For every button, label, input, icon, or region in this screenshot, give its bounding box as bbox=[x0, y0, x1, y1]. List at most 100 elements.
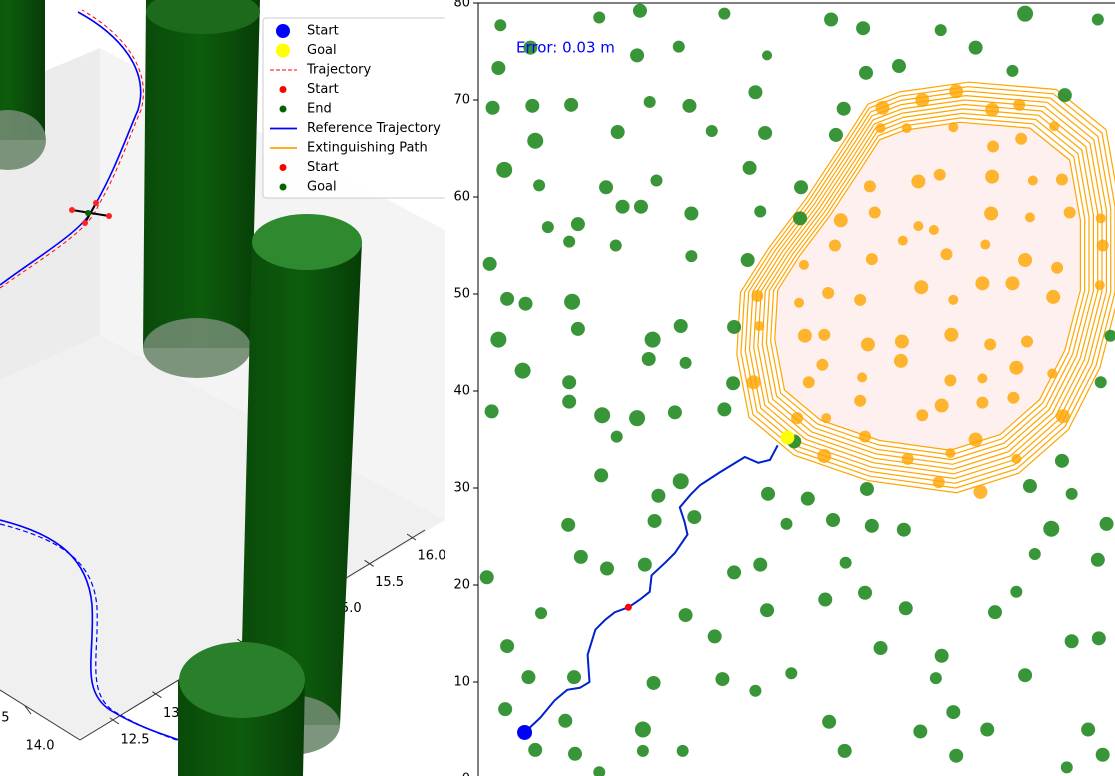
burning-tree bbox=[897, 235, 908, 246]
tree bbox=[873, 641, 888, 656]
tree bbox=[761, 486, 776, 501]
burning-tree bbox=[944, 374, 957, 387]
tree bbox=[748, 85, 763, 100]
cylinder-top bbox=[252, 214, 362, 270]
legend-marker bbox=[276, 43, 290, 58]
tree bbox=[858, 585, 873, 600]
tree bbox=[968, 40, 983, 55]
burning-tree bbox=[968, 432, 983, 447]
burning-tree bbox=[791, 412, 804, 425]
tree bbox=[528, 742, 543, 757]
legend-label: End bbox=[307, 102, 332, 117]
burning-tree bbox=[1051, 261, 1064, 274]
burning-tree bbox=[944, 327, 959, 342]
burning-tree bbox=[868, 206, 881, 219]
tree bbox=[525, 98, 540, 113]
tick-mark bbox=[406, 533, 417, 541]
tree bbox=[561, 517, 576, 532]
burning-tree bbox=[975, 276, 990, 291]
tree bbox=[527, 132, 544, 149]
burning-tree bbox=[857, 372, 868, 383]
burning-tree bbox=[976, 396, 989, 409]
tree bbox=[567, 670, 582, 685]
tick-mark bbox=[152, 691, 162, 699]
tree bbox=[718, 7, 731, 20]
tree bbox=[672, 473, 689, 490]
burning-tree bbox=[865, 253, 878, 266]
burning-tree bbox=[1046, 289, 1061, 304]
rotor bbox=[82, 220, 88, 226]
tree bbox=[1064, 634, 1079, 649]
burning-tree bbox=[751, 289, 764, 302]
legend-label: Start bbox=[307, 160, 339, 175]
tree bbox=[1006, 64, 1019, 77]
y-tick-label: 0 bbox=[462, 772, 470, 776]
fire-ring bbox=[757, 103, 1099, 470]
tree bbox=[707, 629, 722, 644]
tree bbox=[1018, 668, 1033, 683]
burning-tree bbox=[875, 100, 890, 115]
burning-tree bbox=[854, 293, 867, 306]
tree bbox=[1028, 547, 1041, 560]
tree bbox=[485, 100, 500, 115]
burning-tree bbox=[984, 206, 999, 221]
tree bbox=[643, 95, 656, 108]
tree bbox=[1060, 761, 1073, 774]
legend-marker bbox=[276, 24, 290, 38]
tree bbox=[500, 639, 515, 654]
tree bbox=[632, 3, 647, 18]
burning-tree bbox=[1096, 239, 1109, 252]
burning-tree bbox=[746, 375, 761, 390]
burning-tree bbox=[859, 430, 872, 443]
tree bbox=[562, 375, 577, 390]
burning-tree bbox=[1049, 121, 1060, 132]
burning-tree bbox=[948, 294, 959, 305]
tree bbox=[929, 672, 942, 685]
tree bbox=[535, 607, 548, 620]
legend-marker bbox=[279, 86, 287, 93]
tree bbox=[753, 557, 768, 572]
legend-label: Reference Trajectory bbox=[307, 121, 441, 136]
tree bbox=[1010, 585, 1023, 598]
tree bbox=[1094, 376, 1107, 389]
tree bbox=[785, 667, 798, 680]
burning-tree bbox=[911, 174, 926, 189]
tree bbox=[705, 125, 718, 138]
cylinder-top bbox=[146, 0, 260, 34]
tree bbox=[490, 331, 507, 348]
burning-tree bbox=[802, 376, 815, 389]
y-tick-label: 40 bbox=[453, 384, 470, 399]
legend-label: Extinguishing Path bbox=[307, 141, 428, 156]
rotor bbox=[93, 200, 99, 206]
burning-tree bbox=[828, 239, 841, 252]
tree bbox=[479, 570, 494, 585]
tree bbox=[762, 50, 773, 61]
fire-ring bbox=[769, 117, 1086, 456]
tree bbox=[637, 557, 652, 572]
x-tick-label: 16.0 bbox=[418, 549, 447, 564]
tree bbox=[864, 518, 879, 533]
y-tick-label: 30 bbox=[453, 481, 470, 496]
tree bbox=[1091, 13, 1104, 26]
burning-tree bbox=[933, 168, 946, 181]
tree bbox=[496, 161, 513, 178]
goal-point bbox=[780, 430, 795, 445]
tree bbox=[630, 48, 645, 63]
tree bbox=[793, 211, 808, 226]
burning-tree bbox=[1013, 98, 1026, 111]
burning-tree bbox=[973, 484, 988, 499]
tree bbox=[687, 510, 702, 525]
burning-tree bbox=[875, 123, 886, 134]
tree bbox=[570, 217, 585, 232]
tree bbox=[1043, 520, 1060, 537]
burning-tree bbox=[1021, 335, 1034, 348]
tree bbox=[828, 127, 843, 142]
tree bbox=[672, 40, 685, 53]
burning-tree bbox=[821, 413, 832, 424]
burning-tree bbox=[913, 221, 924, 232]
tree bbox=[727, 319, 742, 334]
burning-tree bbox=[854, 394, 867, 407]
tree bbox=[521, 670, 536, 685]
